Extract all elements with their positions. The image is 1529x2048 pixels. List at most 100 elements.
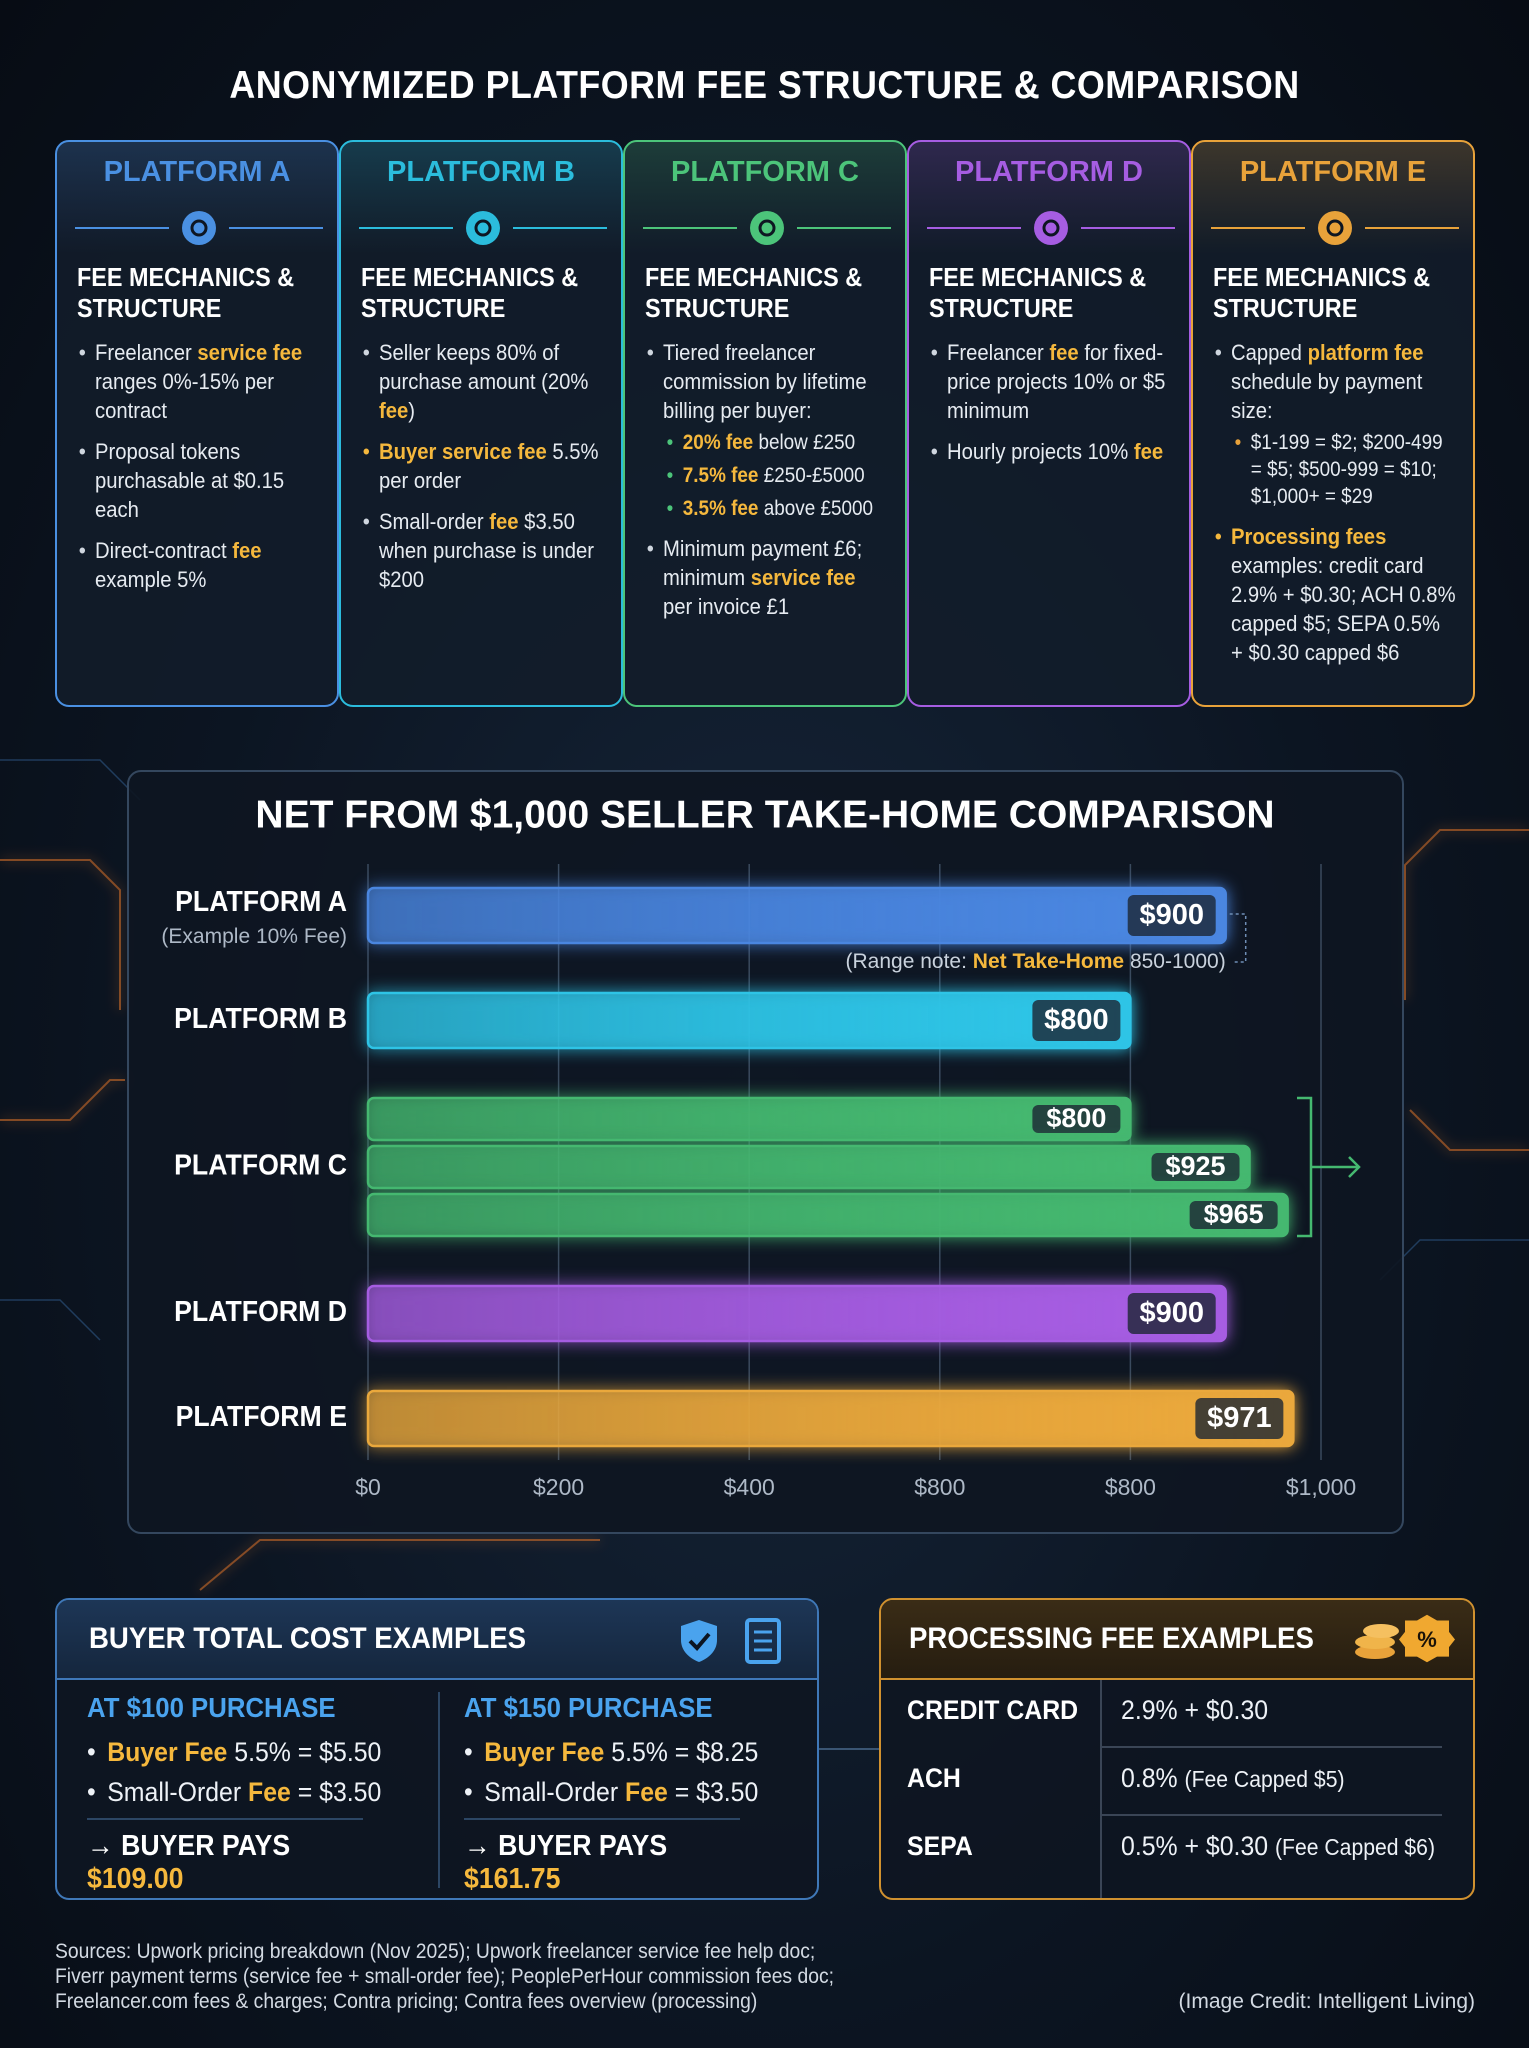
rate: 0.8% (Fee Capped $5)	[1121, 1763, 1345, 1794]
image-credit: (Image Credit: Intelligent Living)	[1178, 1990, 1475, 2013]
bullet: • Small-order fee $3.50 when purchase is …	[361, 507, 604, 594]
value-label-box	[1195, 1398, 1284, 1439]
range-note: (Range note: Net Take-Home 850-1000)	[846, 950, 1226, 973]
coin-icon	[1363, 1624, 1399, 1638]
category-label: PLATFORM D	[174, 1295, 347, 1327]
value-label-box	[1032, 1105, 1121, 1133]
buyer-total: → BUYER PAYS $109.00	[87, 1830, 391, 1896]
row-rule	[1102, 1814, 1442, 1816]
x-tick-label: $800	[1105, 1474, 1156, 1500]
text-run: example 5%	[95, 567, 207, 592]
value-label: $925	[1165, 1151, 1225, 1181]
text-run: schedule by payment size:	[1231, 369, 1423, 423]
percent-glyph: %	[1417, 1627, 1437, 1652]
text-run: 5.5% = $8.25	[604, 1737, 759, 1767]
text-run: Seller keeps 80% of purchase amount (20%	[379, 340, 589, 394]
bar	[366, 886, 1227, 945]
processing-title: PROCESSING FEE EXAMPLES	[909, 1622, 1314, 1655]
source-line: Freelancer.com fees & charges; Contra pr…	[55, 1990, 758, 2013]
value-label: $800	[1044, 1004, 1109, 1036]
text-run: below £250	[753, 431, 856, 454]
highlight: service fee	[750, 565, 856, 590]
text-run: → BUYER PAYS	[87, 1830, 291, 1862]
text-run: )	[408, 398, 416, 423]
badge-icon	[1399, 1614, 1455, 1663]
bullet-dot: •	[666, 464, 674, 487]
bullet-dot: •	[78, 439, 86, 464]
page-title: ANONYMIZED PLATFORM FEE STRUCTURE & COMP…	[229, 64, 1300, 107]
bar	[366, 1284, 1227, 1343]
buyer-title: BUYER TOTAL COST EXAMPLES	[89, 1622, 527, 1655]
coin-icon	[1355, 1635, 1395, 1649]
processing-panel: PROCESSING FEE EXAMPLES % CREDIT CARD 2.9…	[879, 1598, 1475, 1900]
bar	[366, 1144, 1251, 1190]
cost-line: • Small-Order Fee = $3.50	[464, 1772, 768, 1812]
buyer-total: → BUYER PAYS $161.75	[464, 1830, 768, 1896]
bar	[366, 1096, 1132, 1142]
receipt-lines	[754, 1630, 772, 1652]
buyer-icons	[681, 1618, 781, 1664]
check-icon	[688, 1632, 711, 1651]
text-run: 5.5% = $5.50	[227, 1737, 382, 1767]
rate-note: (Fee Capped $6)	[1275, 1834, 1435, 1860]
icon-disc	[750, 211, 784, 245]
platform-card: PLATFORM E FEE MECHANICS & STRUCTURE • Capp…	[1191, 140, 1475, 707]
rate-value: 0.5% + $0.30	[1121, 1831, 1269, 1861]
value-label-box	[1127, 895, 1216, 936]
bullet-dot: •	[362, 340, 370, 365]
cost-line: • Small-Order Fee = $3.50	[87, 1772, 391, 1812]
category-note: (Example 10% Fee)	[161, 925, 347, 948]
bullet: • Seller keeps 80% of purchase amount (20…	[361, 338, 604, 425]
method: ACH	[907, 1763, 961, 1793]
bullet: • Buyer service fee 5.5% per order	[361, 437, 604, 495]
rate: 2.9% + $0.30	[1121, 1695, 1268, 1726]
bullet-dot: •	[78, 538, 86, 563]
text-run: Freelancer	[95, 340, 198, 365]
coin-icon	[1355, 1645, 1395, 1659]
value-label-box	[1189, 1201, 1278, 1229]
circuit-line	[0, 1299, 101, 1341]
cost-line: • Buyer Fee 5.5% = $8.25	[464, 1732, 768, 1772]
highlight: Processing fees	[1231, 524, 1387, 549]
note-run: (Range note:	[846, 950, 973, 973]
text-run: $1-199 = $2; $200-499 = $5; $500-999 = $…	[1250, 431, 1443, 508]
rate-value: 0.8%	[1121, 1763, 1178, 1793]
highlight: fee	[1133, 439, 1164, 464]
chart-title: NET FROM $1,000 SELLER TAKE-HOME COMPARI…	[255, 793, 1274, 836]
text-run: examples: credit card 2.9% + $0.30; ACH …	[1231, 553, 1456, 665]
highlight: Fee	[625, 1777, 668, 1807]
icon-core	[474, 219, 492, 237]
bullet: • Capped platform fee schedule by payment…	[1213, 338, 1456, 510]
icon-disc	[466, 211, 500, 245]
icon-core	[190, 219, 208, 237]
bullet-dot: •	[362, 509, 370, 534]
value-label-box	[1127, 1293, 1216, 1334]
bullet-dot: •	[87, 1777, 96, 1807]
bullet: • Freelancer service fee ranges 0%-15% pe…	[77, 338, 320, 425]
column-divider	[438, 1692, 440, 1888]
highlight: platform fee	[1307, 340, 1424, 365]
column-heading: AT $150 PURCHASE	[464, 1692, 713, 1723]
bullet: • Hourly projects 10% fee	[929, 437, 1172, 466]
platform-icon	[927, 211, 1175, 245]
bar	[366, 1389, 1295, 1448]
text-run: Small-Order	[107, 1777, 249, 1807]
circuit-line	[199, 1539, 600, 1591]
bullet-dot: •	[646, 340, 654, 365]
x-tick-label: $400	[724, 1474, 775, 1500]
x-tick-label: $800	[914, 1474, 965, 1500]
row-rule	[1102, 1746, 1442, 1748]
rate-note: (Fee Capped $5)	[1184, 1766, 1345, 1792]
value-label: $800	[1046, 1103, 1106, 1133]
highlight: 7.5% fee	[682, 464, 759, 487]
rate-value: 2.9% + $0.30	[1121, 1695, 1269, 1725]
bullet-dot: •	[930, 439, 938, 464]
sub-bullet: • $1-199 = $2; $200-499 = $5; $500-999 = …	[1231, 429, 1456, 510]
text-run: £250-£5000	[758, 464, 865, 487]
source-line: Sources: Upwork pricing breakdown (Nov 2…	[55, 1940, 816, 1963]
highlight: $109.00	[87, 1863, 184, 1895]
table-divider	[1100, 1680, 1102, 1898]
platform-icon	[359, 211, 607, 245]
